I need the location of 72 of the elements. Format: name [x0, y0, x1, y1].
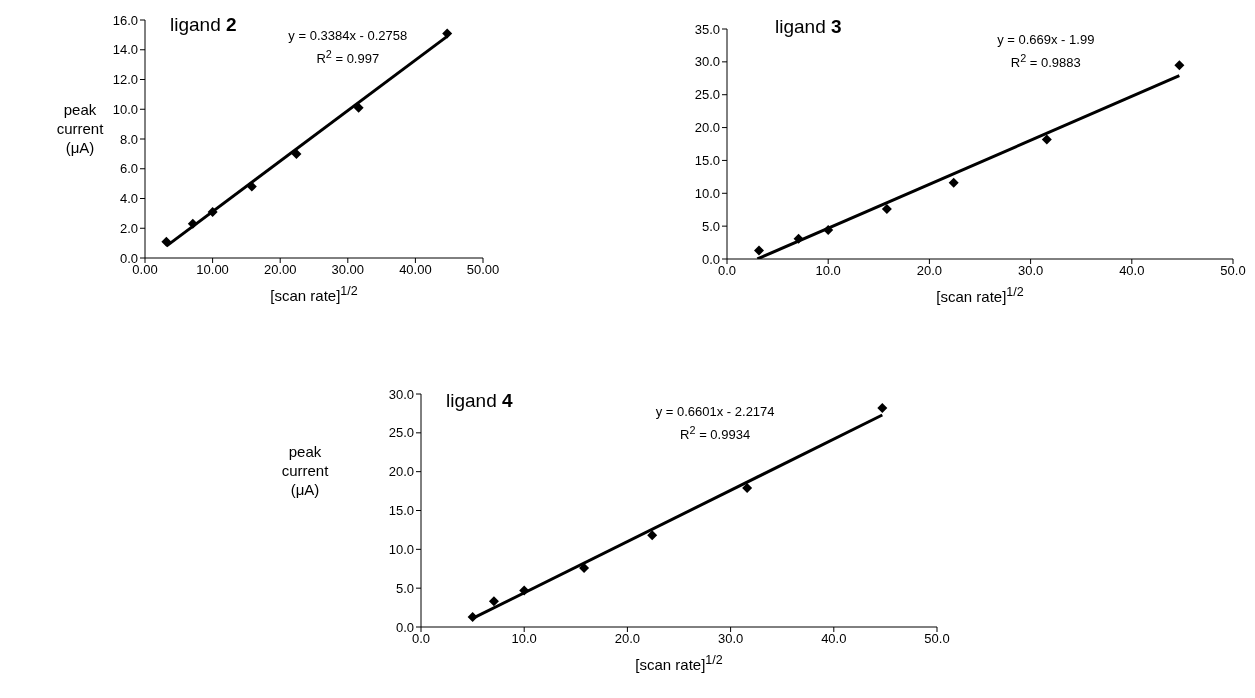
y-tick-label: 30.0: [388, 386, 414, 402]
y-tick-label: 4.0: [119, 191, 138, 207]
y-tick-label: 15.0: [694, 153, 720, 169]
y-tick-label: 10.0: [388, 541, 414, 557]
x-tick-label: 50.00: [466, 262, 500, 278]
point: [1174, 60, 1185, 71]
y-axis-title: peak current (μA): [56, 101, 104, 156]
x-tick-label: 0.0: [717, 263, 737, 279]
x-tick-label: 10.0: [815, 263, 841, 279]
y-tick-label: 25.0: [388, 425, 414, 441]
y-tick-label: 20.0: [388, 464, 414, 480]
point: [948, 177, 959, 188]
point: [161, 236, 172, 247]
x-axis-title: [scan rate]$^{1/2}$: [935, 285, 1025, 305]
y-tick-label: 6.0: [119, 161, 138, 177]
point: [353, 102, 364, 113]
chart-title: ligand 3: [775, 16, 842, 38]
x-tick-label: 0.0: [411, 631, 431, 647]
point: [519, 585, 530, 596]
y-tick-label: 15.0: [388, 503, 414, 519]
point: [877, 402, 888, 413]
point: [647, 530, 658, 541]
y-tick-label: 10.0: [694, 185, 720, 201]
y-tick-label: 0.0: [701, 251, 720, 267]
point: [823, 225, 834, 236]
point: [207, 206, 218, 217]
annotation: y = 0.6601x - 2.2174: [654, 403, 776, 421]
x-tick-label: 10.0: [511, 631, 537, 647]
x-tick-label: 30.0: [717, 631, 744, 647]
y-tick-label: 8.0: [119, 131, 138, 147]
x-axis-title: [scan rate]$^{1/2}$: [269, 284, 359, 304]
y-axis-title: peak current (μA): [280, 442, 330, 499]
annotation: y = 0.669x - 1.99: [996, 31, 1096, 49]
point: [442, 28, 453, 39]
x-tick-label: 20.0: [614, 631, 641, 647]
chart-title: ligand 4: [446, 390, 513, 412]
y-tick-label: 0.0: [395, 619, 414, 635]
point: [488, 596, 499, 607]
annotation: R$^{2}$ = 0.997: [315, 47, 381, 69]
y-tick-label: 25.0: [694, 87, 720, 103]
point: [881, 204, 892, 215]
annotation: R$^{2}$ = 0.9934: [679, 423, 752, 445]
chart-title: ligand 2: [170, 14, 237, 36]
x-axis-title: [scan rate]$^{1/2}$: [634, 653, 724, 673]
y-tick-label: 35.0: [694, 21, 720, 37]
point: [1041, 134, 1052, 145]
point: [753, 245, 764, 256]
y-tick-label: 14.0: [112, 42, 138, 58]
y-tick-label: 16.0: [112, 12, 138, 28]
y-tick-label: 30.0: [694, 54, 720, 70]
y-tick-label: 10.0: [112, 101, 138, 117]
point: [742, 482, 753, 493]
x-tick-label: 30.00: [331, 262, 365, 278]
x-tick-label: 20.0: [916, 263, 943, 279]
x-tick-label: 30.0: [1017, 263, 1044, 279]
point: [467, 611, 478, 622]
x-tick-label: 20.00: [263, 262, 297, 278]
x-tick-label: 50.0: [1220, 263, 1246, 279]
x-tick-label: 40.0: [821, 631, 847, 647]
annotation: y = 0.3384x - 0.2758: [287, 27, 409, 45]
y-tick-label: 20.0: [694, 120, 720, 136]
y-tick-label: 5.0: [395, 580, 414, 596]
y-tick-label: 12.0: [112, 72, 138, 88]
x-tick-label: 40.0: [1119, 263, 1145, 279]
annotation: R$^{2}$ = 0.9883: [1009, 51, 1082, 73]
y-tick-label: 5.0: [701, 218, 720, 234]
point: [187, 218, 198, 229]
x-tick-label: 40.00: [399, 262, 432, 278]
point: [793, 233, 804, 244]
x-tick-label: 50.0: [924, 631, 950, 647]
x-tick-label: 10.00: [196, 262, 229, 278]
y-tick-label: 2.0: [119, 220, 138, 236]
